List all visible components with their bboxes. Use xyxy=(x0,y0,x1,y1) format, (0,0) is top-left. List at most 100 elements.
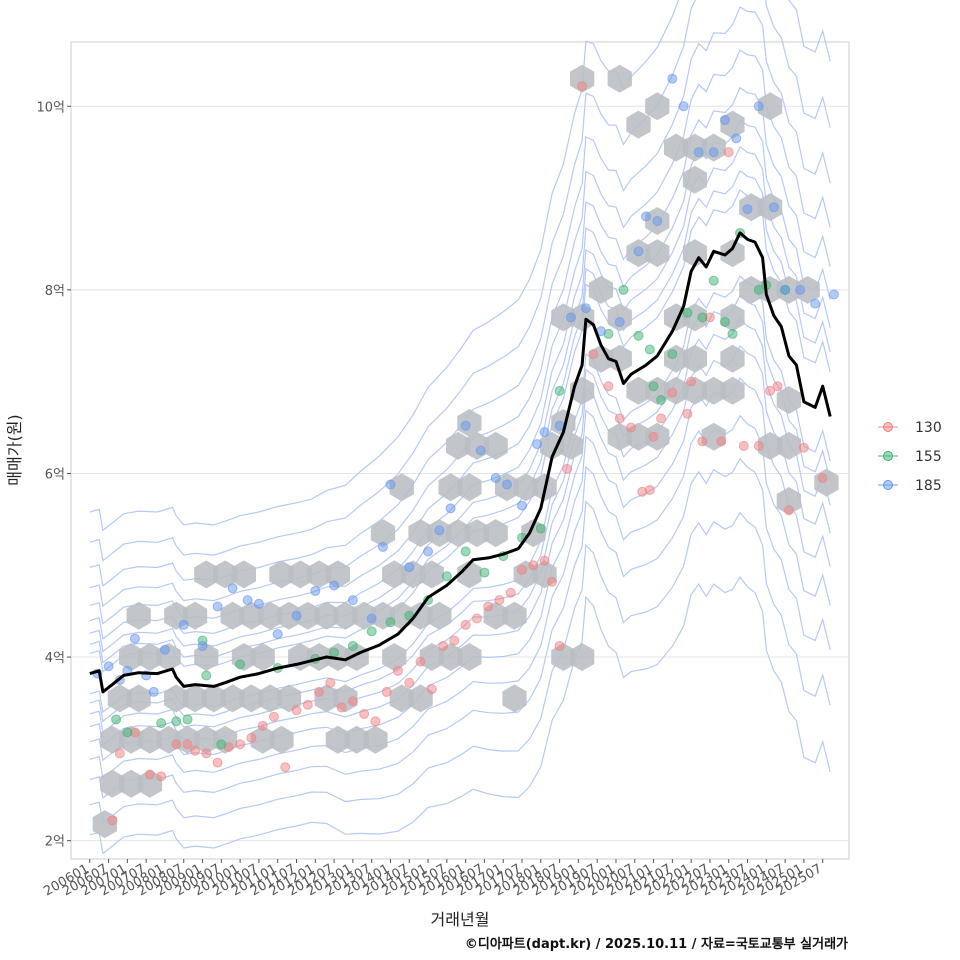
hex-bin xyxy=(258,684,283,713)
point-155 xyxy=(682,307,693,318)
point-185 xyxy=(197,641,208,652)
caption: ©디아파트(dapt.kr) / 2025.10.11 / 자료=국토교통부 실… xyxy=(465,936,848,952)
density-contour xyxy=(89,0,831,532)
density-contour xyxy=(89,119,831,640)
hex-bin xyxy=(607,422,632,451)
point-155 xyxy=(347,641,358,652)
point-155 xyxy=(697,312,708,323)
hex-bin xyxy=(588,275,614,304)
hex-bin xyxy=(701,376,726,405)
point-130 xyxy=(697,436,708,447)
point-130 xyxy=(588,349,599,360)
point-155 xyxy=(385,617,396,628)
point-185 xyxy=(667,73,678,84)
density-contour xyxy=(89,318,831,734)
point-155 xyxy=(156,718,167,729)
hex-bin xyxy=(720,239,745,268)
hex-bin xyxy=(626,376,651,405)
hex-bin xyxy=(100,725,125,754)
point-130 xyxy=(426,684,437,695)
point-130 xyxy=(460,619,471,630)
hex-bin xyxy=(201,684,226,713)
hex-bin xyxy=(137,769,163,798)
point-185 xyxy=(708,147,719,158)
hex-bin xyxy=(344,725,369,754)
hex-bin xyxy=(607,344,632,373)
hex-bin xyxy=(513,473,538,502)
hex-bin xyxy=(607,64,632,93)
point-130 xyxy=(517,564,528,575)
point-130 xyxy=(738,440,749,451)
point-130 xyxy=(539,555,550,566)
hex-bin xyxy=(100,769,125,798)
hex-bin xyxy=(682,165,707,194)
point-130 xyxy=(682,408,693,419)
point-130 xyxy=(381,686,392,697)
hex-bin xyxy=(119,769,144,798)
point-185 xyxy=(565,312,576,323)
point-185 xyxy=(580,303,591,314)
point-185 xyxy=(253,598,264,609)
point-155 xyxy=(111,714,122,725)
hex-bin xyxy=(446,519,471,548)
point-130 xyxy=(603,381,614,392)
point-130 xyxy=(644,484,655,495)
hex-bin xyxy=(457,643,482,671)
point-155 xyxy=(554,385,565,396)
point-185 xyxy=(366,613,377,624)
point-185 xyxy=(517,500,528,511)
hex-bin xyxy=(682,344,707,373)
point-185 xyxy=(129,633,140,644)
point-185 xyxy=(423,546,434,557)
point-155 xyxy=(753,284,764,295)
y-axis-title: 매매가(원) xyxy=(5,414,24,485)
hex-bin xyxy=(720,376,745,405)
point-130 xyxy=(686,376,697,387)
point-185 xyxy=(103,661,114,672)
hex-bin xyxy=(558,431,583,460)
hex-bin xyxy=(795,275,820,304)
legend: 130 155 185 xyxy=(878,420,942,494)
point-130 xyxy=(302,699,313,710)
density-contour xyxy=(89,0,831,562)
point-130 xyxy=(554,641,565,652)
hex-bin xyxy=(370,519,396,548)
point-130 xyxy=(314,686,325,697)
point-185 xyxy=(159,644,170,655)
point-130 xyxy=(190,745,201,756)
point-155 xyxy=(122,727,133,738)
point-185 xyxy=(780,284,791,295)
point-155 xyxy=(201,670,212,681)
hex-bin xyxy=(483,519,508,548)
point-130 xyxy=(212,757,223,768)
point-185 xyxy=(475,445,486,456)
trend-line-layer xyxy=(89,231,832,694)
point-185 xyxy=(532,439,543,450)
point-155 xyxy=(535,523,546,534)
point-185 xyxy=(753,101,764,112)
point-185 xyxy=(148,686,159,697)
hex-bin xyxy=(570,64,595,93)
hex-bin xyxy=(757,92,783,121)
point-130 xyxy=(528,560,539,571)
point-130 xyxy=(648,431,659,442)
hex-bin xyxy=(314,601,339,630)
y-tick-label: 4억 xyxy=(45,651,65,666)
point-130 xyxy=(144,769,155,780)
point-185 xyxy=(490,473,501,484)
hex-bin xyxy=(269,725,294,754)
point-185 xyxy=(385,479,396,490)
hex-bin xyxy=(250,643,275,671)
point-130 xyxy=(505,587,516,598)
point-130 xyxy=(370,716,381,727)
point-185 xyxy=(329,580,340,591)
hex-bin xyxy=(126,684,151,713)
hex-bin xyxy=(570,643,595,671)
point-185 xyxy=(731,133,742,144)
density-contour xyxy=(89,414,831,779)
hex-bin xyxy=(119,643,144,671)
density-contour xyxy=(89,86,831,625)
hex-bin xyxy=(427,601,452,630)
point-185 xyxy=(810,298,821,309)
